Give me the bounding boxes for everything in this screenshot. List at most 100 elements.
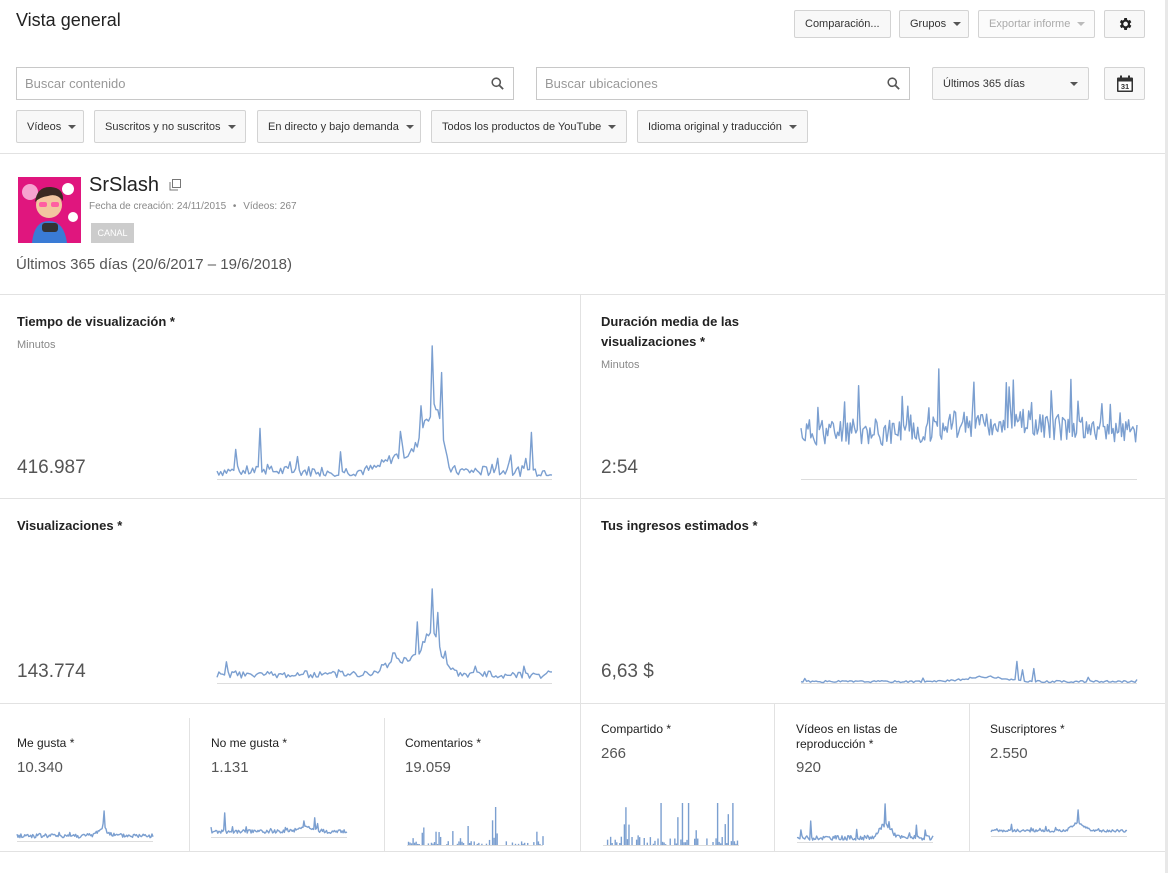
subscribers-value: 2.550 bbox=[990, 745, 1028, 762]
comments-value: 19.059 bbox=[405, 759, 451, 776]
avg-duration-value: 2:54 bbox=[601, 457, 638, 478]
sparkline-line bbox=[16, 810, 154, 839]
gear-icon bbox=[1119, 18, 1131, 30]
chevron-down-icon bbox=[788, 124, 797, 129]
chevron-down-icon bbox=[608, 124, 617, 129]
channel-meta: Fecha de creación: 24/11/2015 • Vídeos: … bbox=[89, 201, 297, 212]
search-icon[interactable] bbox=[490, 76, 505, 91]
calendar-icon: 31 bbox=[1116, 75, 1133, 92]
channel-avatar[interactable] bbox=[18, 177, 81, 243]
subscribers-sparkline bbox=[990, 809, 1128, 837]
sparkline-line bbox=[216, 345, 553, 477]
watch-time-sparkline bbox=[216, 345, 553, 480]
sparkline-line bbox=[796, 803, 934, 841]
divider bbox=[0, 851, 1165, 852]
shares-title: Compartido * bbox=[601, 722, 672, 736]
chevron-down-icon bbox=[68, 124, 77, 129]
products-filter-label: Todos los productos de YouTube bbox=[442, 120, 602, 133]
meta-separator: • bbox=[232, 201, 237, 212]
divider bbox=[0, 498, 1165, 499]
export-report-button[interactable]: Exportar informe bbox=[978, 10, 1095, 38]
date-range-select[interactable]: Últimos 365 días bbox=[932, 67, 1089, 100]
sparkline-line bbox=[990, 809, 1128, 833]
groups-button[interactable]: Grupos bbox=[899, 10, 969, 38]
playlists-sparkline bbox=[796, 803, 934, 843]
avg-duration-title-1: Duración media de las bbox=[601, 314, 739, 329]
playlists-value: 920 bbox=[796, 759, 822, 776]
chevron-down-icon bbox=[227, 124, 236, 129]
subscribers-title: Suscriptores * bbox=[990, 722, 1065, 736]
page-title: Vista general bbox=[16, 10, 121, 30]
settings-button[interactable] bbox=[1104, 10, 1145, 38]
search-content-placeholder: Buscar contenido bbox=[25, 76, 126, 91]
subscribers-filter-label: Suscritos y no suscritos bbox=[105, 120, 221, 133]
dislikes-value: 1.131 bbox=[211, 759, 249, 776]
watch-time-value: 416.987 bbox=[17, 457, 86, 478]
divider bbox=[384, 718, 385, 851]
avg-duration-title: Duración media de las visualizaciones * bbox=[601, 312, 739, 352]
playlists-title-2: reproducción * bbox=[796, 737, 874, 751]
created-date: Fecha de creación: 24/11/2015 bbox=[89, 201, 227, 212]
live-filter-label: En directo y bajo demanda bbox=[268, 120, 399, 133]
comments-title: Comentarios * bbox=[405, 736, 482, 750]
channel-badge: CANAL bbox=[91, 223, 134, 243]
sparkline-line bbox=[800, 660, 1138, 684]
divider bbox=[0, 153, 1165, 154]
subscribers-filter[interactable]: Suscritos y no suscritos bbox=[94, 110, 246, 143]
divider bbox=[0, 294, 1165, 295]
revenue-value: 6,63 $ bbox=[601, 661, 654, 682]
avg-duration-sparkline bbox=[800, 368, 1138, 480]
views-title: Visualizaciones * bbox=[17, 518, 123, 533]
date-range-label: Últimos 365 días bbox=[943, 77, 1025, 90]
revenue-sparkline bbox=[800, 660, 1138, 684]
compare-button[interactable]: Comparación... bbox=[794, 10, 891, 38]
divider bbox=[969, 704, 970, 851]
divider bbox=[774, 704, 775, 851]
revenue-title: Tus ingresos estimados * bbox=[601, 518, 758, 533]
chevron-down-icon bbox=[405, 124, 414, 129]
likes-value: 10.340 bbox=[17, 759, 63, 776]
sparkline-line bbox=[800, 368, 1138, 446]
videos-filter[interactable]: Vídeos bbox=[16, 110, 84, 143]
divider bbox=[0, 703, 1165, 704]
live-filter[interactable]: En directo y bajo demanda bbox=[257, 110, 421, 143]
shares-value: 266 bbox=[601, 745, 627, 762]
dislikes-sparkline bbox=[210, 812, 348, 838]
products-filter[interactable]: Todos los productos de YouTube bbox=[431, 110, 627, 143]
chevron-down-icon bbox=[1077, 22, 1086, 26]
groups-label: Grupos bbox=[910, 18, 947, 30]
sparkline-line bbox=[210, 812, 348, 834]
calendar-button[interactable]: 31 bbox=[1104, 67, 1145, 100]
likes-sparkline bbox=[16, 810, 154, 842]
shares-sparkline bbox=[603, 803, 739, 846]
dislikes-title: No me gusta * bbox=[211, 736, 288, 750]
views-sparkline bbox=[216, 588, 552, 684]
avg-duration-unit: Minutos bbox=[601, 359, 640, 371]
language-filter-label: Idioma original y traducción bbox=[648, 120, 782, 133]
scrollbar[interactable] bbox=[1165, 0, 1168, 873]
videos-count: Vídeos: 267 bbox=[243, 201, 297, 212]
chevron-down-icon bbox=[1070, 81, 1078, 86]
calendar-day: 31 bbox=[1120, 82, 1128, 91]
watch-time-unit: Minutos bbox=[17, 339, 56, 351]
channel-name[interactable]: SrSlash bbox=[89, 174, 160, 196]
date-range-text: Últimos 365 días (20/6/2017 – 19/6/2018) bbox=[16, 256, 293, 273]
search-locations-placeholder: Buscar ubicaciones bbox=[545, 76, 658, 91]
playlists-title-1: Vídeos en listas de bbox=[796, 722, 898, 736]
sparkline-line bbox=[216, 588, 552, 679]
export-label: Exportar informe bbox=[989, 18, 1071, 30]
views-value: 143.774 bbox=[17, 661, 86, 682]
search-locations-input[interactable]: Buscar ubicaciones bbox=[536, 67, 910, 100]
avg-duration-title-2: visualizaciones * bbox=[601, 334, 706, 349]
divider bbox=[189, 718, 190, 851]
divider bbox=[580, 295, 581, 851]
chevron-down-icon bbox=[953, 22, 962, 26]
playlists-title: Vídeos en listas de reproducción * bbox=[796, 722, 897, 752]
search-icon[interactable] bbox=[886, 76, 901, 91]
watch-time-title: Tiempo de visualización * bbox=[17, 314, 175, 329]
language-filter[interactable]: Idioma original y traducción bbox=[637, 110, 808, 143]
external-link-icon[interactable] bbox=[169, 179, 181, 191]
likes-title: Me gusta * bbox=[17, 736, 75, 750]
search-content-input[interactable]: Buscar contenido bbox=[16, 67, 514, 100]
comments-sparkline bbox=[407, 807, 544, 846]
